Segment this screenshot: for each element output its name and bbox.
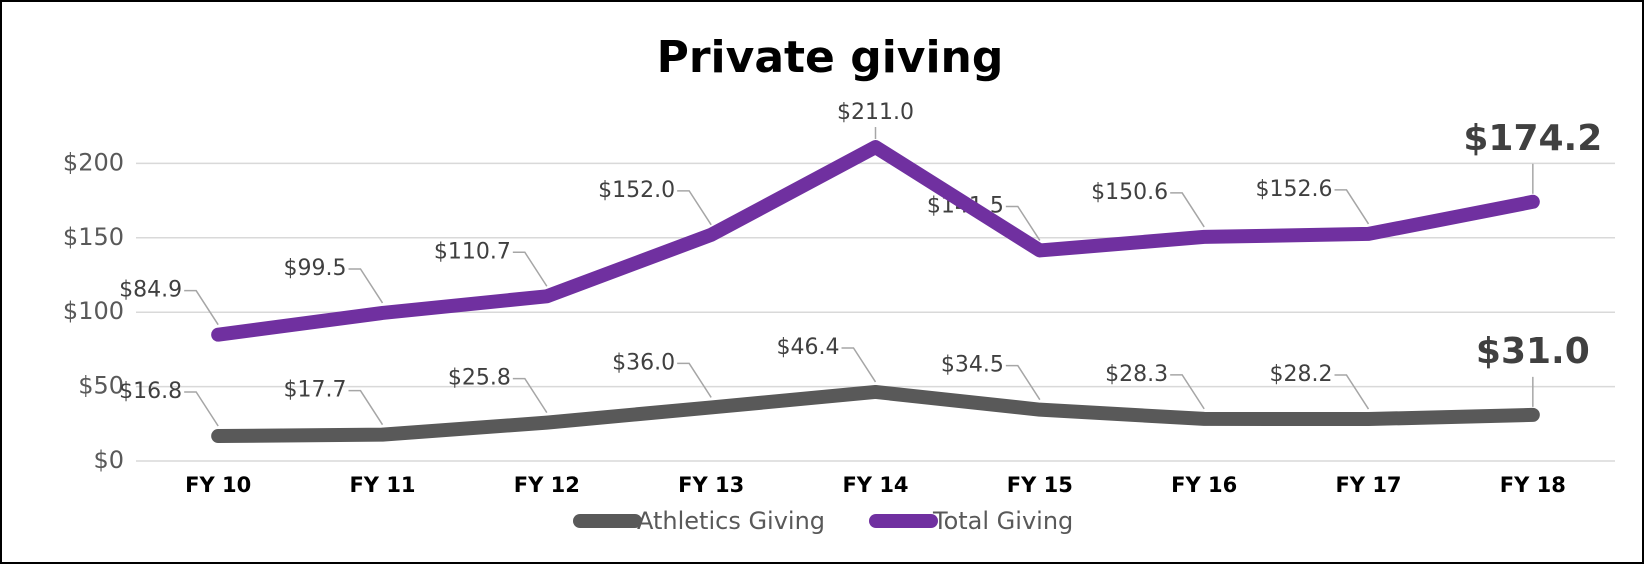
data-label: $31.0 bbox=[1476, 331, 1590, 372]
leader-line bbox=[512, 251, 548, 287]
leader-line bbox=[348, 389, 384, 426]
data-label: $152.0 bbox=[598, 178, 675, 203]
data-label: $17.7 bbox=[284, 378, 347, 403]
y-tick-label: $150 bbox=[63, 223, 124, 251]
series-line bbox=[211, 140, 1540, 342]
leader-line bbox=[1334, 189, 1370, 225]
y-tick-label: $0 bbox=[93, 446, 124, 474]
y-tick-label: $200 bbox=[63, 148, 124, 176]
x-tick-label: FY 10 bbox=[185, 473, 251, 497]
data-label: $99.5 bbox=[284, 256, 347, 281]
x-tick-label: FY 16 bbox=[1171, 473, 1237, 497]
x-tick-label: FY 11 bbox=[349, 473, 415, 497]
leader-line bbox=[1170, 374, 1205, 410]
y-tick-label: $50 bbox=[78, 372, 124, 400]
data-label: $25.8 bbox=[448, 366, 511, 391]
leader-line bbox=[184, 391, 219, 427]
y-tick-label: $100 bbox=[63, 297, 124, 325]
leader-line bbox=[512, 377, 548, 414]
x-tick-label: FY 12 bbox=[514, 473, 580, 497]
leader-line bbox=[841, 347, 877, 383]
leader-line bbox=[1005, 364, 1041, 401]
data-label: $16.8 bbox=[119, 379, 182, 404]
leader-line bbox=[184, 289, 219, 326]
data-label: $36.0 bbox=[612, 350, 675, 375]
x-tick-label: FY 18 bbox=[1500, 473, 1566, 497]
data-label: $174.2 bbox=[1463, 118, 1602, 159]
leader-line bbox=[348, 268, 384, 304]
legend-label: Total Giving bbox=[932, 507, 1073, 535]
leader-line bbox=[1334, 374, 1370, 410]
x-tick-label: FY 17 bbox=[1335, 473, 1401, 497]
x-tick-label: FY 13 bbox=[678, 473, 744, 497]
leader-line bbox=[677, 362, 712, 398]
data-label: $28.2 bbox=[1270, 362, 1333, 387]
data-label: $34.5 bbox=[941, 353, 1004, 378]
leader-line bbox=[1005, 205, 1041, 241]
chart-title: Private giving bbox=[657, 32, 1004, 83]
leader-line bbox=[677, 190, 712, 226]
series-line bbox=[211, 384, 1540, 444]
x-tick-label: FY 15 bbox=[1007, 473, 1073, 497]
x-tick-label: FY 14 bbox=[842, 473, 908, 497]
data-label: $28.3 bbox=[1105, 362, 1168, 387]
data-label: $110.7 bbox=[434, 239, 511, 264]
legend-label: Athletics Giving bbox=[637, 507, 825, 535]
data-label: $152.6 bbox=[1256, 177, 1333, 202]
data-label: $150.6 bbox=[1091, 180, 1168, 205]
leader-line bbox=[1170, 192, 1205, 228]
data-label: $84.9 bbox=[119, 278, 182, 303]
data-label: $46.4 bbox=[777, 335, 840, 360]
data-label: $211.0 bbox=[837, 100, 914, 125]
